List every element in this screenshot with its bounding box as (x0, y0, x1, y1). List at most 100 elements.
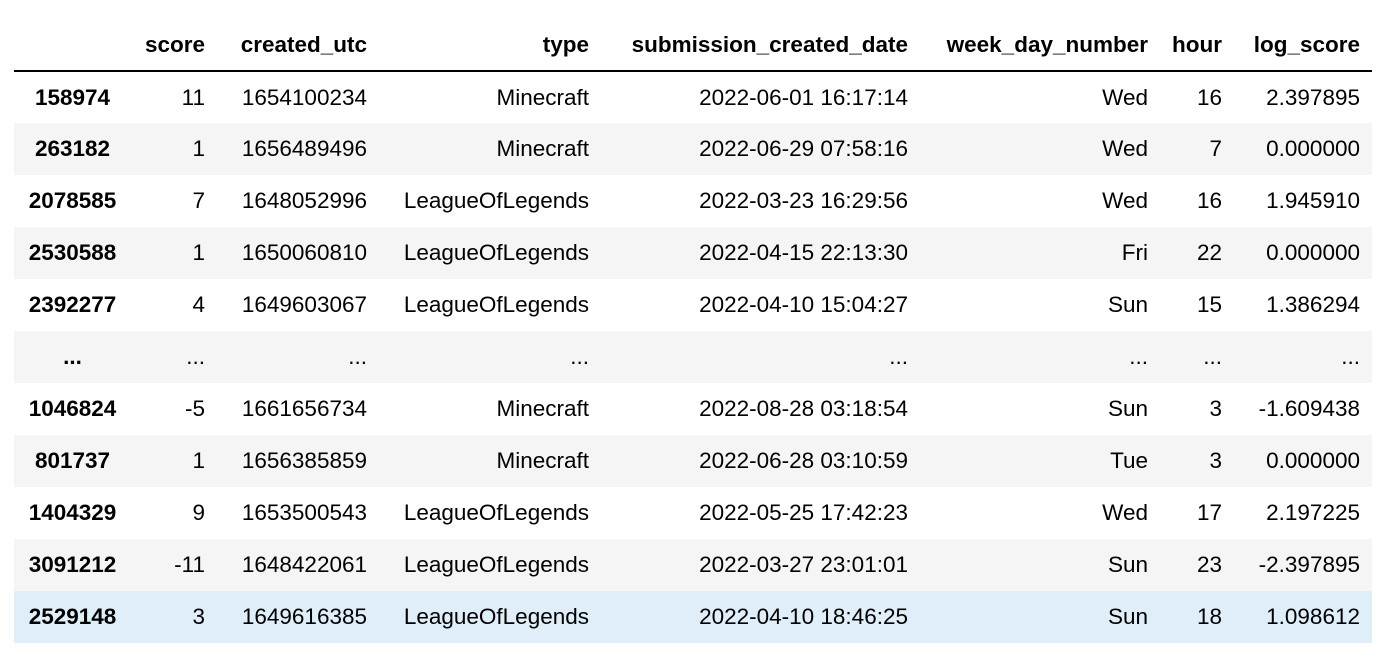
cell-submission-created-date: 2022-04-10 18:46:25 (699, 604, 908, 629)
cell-submission-created-date: 2022-05-25 17:42:23 (699, 500, 908, 525)
cell-submission-created-date: 2022-08-28 03:18:54 (699, 396, 908, 421)
row-index: 2078585 (28, 188, 117, 213)
cell-hour: 7 (1209, 136, 1222, 161)
cell-week-day-number: Tue (1110, 448, 1148, 473)
cell-created-utc: 1656385859 (241, 448, 367, 473)
cell-created-utc: 1661656734 (241, 396, 367, 421)
cell-type: Minecraft (496, 396, 589, 421)
cell-score: -11 (174, 552, 205, 577)
table-row[interactable]: 1404329 9 1653500543 LeagueOfLegends 2022-05… (14, 487, 1372, 539)
cell-hour: 16 (1196, 188, 1222, 213)
cell-hour: 22 (1196, 240, 1222, 265)
cell-type: Minecraft (496, 448, 589, 473)
cell-log-score: 0.000000 (1266, 136, 1360, 161)
cell-log-score: ... (1341, 344, 1360, 369)
cell-log-score: 0.000000 (1266, 240, 1360, 265)
cell-type: LeagueOfLegends (403, 500, 589, 525)
table-row[interactable]: 2530588 1 1650060810 LeagueOfLegends 2022-04… (14, 227, 1372, 279)
cell-type: Minecraft (496, 136, 589, 161)
cell-submission-created-date: 2022-06-01 16:17:14 (699, 84, 908, 110)
table-row[interactable]: ........................ (14, 331, 1372, 383)
cell-week-day-number: Sun (1107, 604, 1148, 629)
cell-created-utc: 1650060810 (241, 240, 367, 265)
cell-created-utc: 1649603067 (241, 292, 367, 317)
cell-hour: 17 (1196, 500, 1222, 525)
cell-score: 3 (192, 604, 205, 629)
row-index: 158974 (34, 84, 111, 110)
row-index: 2530588 (28, 240, 117, 265)
cell-submission-created-date: 2022-06-28 03:10:59 (699, 448, 908, 473)
cell-log-score: 0.000000 (1266, 448, 1360, 473)
table-row[interactable]: 1046824 -5 1661656734 Minecraft 2022-08-28 0… (14, 383, 1372, 435)
cell-score: 4 (192, 292, 205, 317)
cell-log-score: 1.945910 (1266, 188, 1360, 213)
header-type: type (379, 20, 601, 72)
table-row[interactable]: 2078585 7 1648052996 LeagueOfLegends 2022-03… (14, 175, 1372, 227)
cell-hour: 23 (1196, 552, 1222, 577)
cell-log-score: -1.609438 (1258, 396, 1360, 421)
cell-week-day-number: ... (1129, 344, 1148, 369)
cell-submission-created-date: 2022-03-23 16:29:56 (699, 188, 908, 213)
table-row[interactable]: 263182 1 1656489496 Minecraft 2022-06-29 07:… (14, 123, 1372, 175)
row-index: ... (63, 344, 82, 369)
header-index (14, 20, 131, 72)
cell-submission-created-date: 2022-04-15 22:13:30 (699, 240, 908, 265)
cell-log-score: 1.386294 (1266, 292, 1360, 317)
cell-week-day-number: Fri (1121, 240, 1148, 265)
cell-score: ... (186, 344, 205, 369)
row-index: 263182 (34, 136, 111, 161)
cell-submission-created-date: 2022-03-27 23:01:01 (699, 552, 908, 577)
cell-created-utc: ... (348, 344, 367, 369)
cell-type: LeagueOfLegends (403, 188, 589, 213)
cell-hour: 15 (1196, 292, 1222, 317)
cell-hour: 3 (1209, 448, 1222, 473)
table-row[interactable]: 3091212 -11 1648422061 LeagueOfLegends 2022-… (14, 539, 1372, 591)
cell-score: 7 (192, 188, 205, 213)
row-index: 1404329 (28, 500, 117, 525)
header-log-score: log_score (1234, 20, 1372, 72)
header-hour: hour (1160, 20, 1234, 72)
cell-week-day-number: Sun (1107, 396, 1148, 421)
dataframe-table: score created_utc type submission_create… (14, 20, 1372, 643)
cell-log-score: 2.397895 (1266, 84, 1360, 110)
cell-score: 9 (192, 500, 205, 525)
cell-type: ... (570, 344, 589, 369)
cell-score: 1 (192, 448, 205, 473)
cell-week-day-number: Wed (1102, 136, 1148, 161)
table-row[interactable]: 158974 11 1654100234 Minecraft 2022-06-01 16… (14, 71, 1372, 123)
header-row: score created_utc type submission_create… (14, 20, 1372, 72)
cell-week-day-number: Wed (1102, 188, 1148, 213)
cell-score: 1 (192, 240, 205, 265)
cell-log-score: -2.397895 (1258, 552, 1360, 577)
row-index: 3091212 (28, 552, 117, 577)
header-submission-created-date: submission_created_date (601, 20, 920, 72)
cell-type: LeagueOfLegends (403, 552, 589, 577)
cell-submission-created-date: 2022-06-29 07:58:16 (699, 136, 908, 161)
cell-created-utc: 1648052996 (241, 188, 367, 213)
row-index: 801737 (34, 448, 111, 473)
table-body: 158974 1 1 1654100234 Minecraft 2022-06-01 16… (14, 71, 1372, 643)
cell-log-score: 2.197225 (1266, 500, 1360, 525)
cell-week-day-number: Wed (1102, 500, 1148, 525)
header-created-utc: created_utc (217, 20, 379, 72)
header-score: score (131, 20, 217, 72)
table-row[interactable]: 801737 1 1656385859 Minecraft 2022-06-28 03:… (14, 435, 1372, 487)
cell-week-day-number: Wed (1102, 84, 1148, 110)
cell-hour: 3 (1209, 396, 1222, 421)
cell-type: LeagueOfLegends (403, 604, 589, 629)
cell-hour: ... (1203, 344, 1222, 369)
cell-score: -5 (184, 396, 205, 421)
cell-created-utc: 1649616385 (241, 604, 367, 629)
row-index: 1046824 (28, 396, 117, 421)
cell-created-utc: 1648422061 (241, 552, 367, 577)
cell-hour: 16 (1196, 84, 1222, 110)
cell-submission-created-date: 2022-04-10 15:04:27 (699, 292, 908, 317)
cell-created-utc: 1653500543 (241, 500, 367, 525)
header-week-day-number: week_day_number (920, 20, 1160, 72)
cell-score: 1 (192, 136, 205, 161)
row-index: 2392277 (28, 292, 117, 317)
cell-type: Minecraft (496, 84, 589, 110)
cell-created-utc: 1654100234 (241, 84, 367, 110)
table-row[interactable]: 2392277 4 1649603067 LeagueOfLegends 2022-04… (14, 279, 1372, 331)
table-row[interactable]: 2529148 3 1649616385 LeagueOfLegends 2022-04… (14, 591, 1372, 643)
